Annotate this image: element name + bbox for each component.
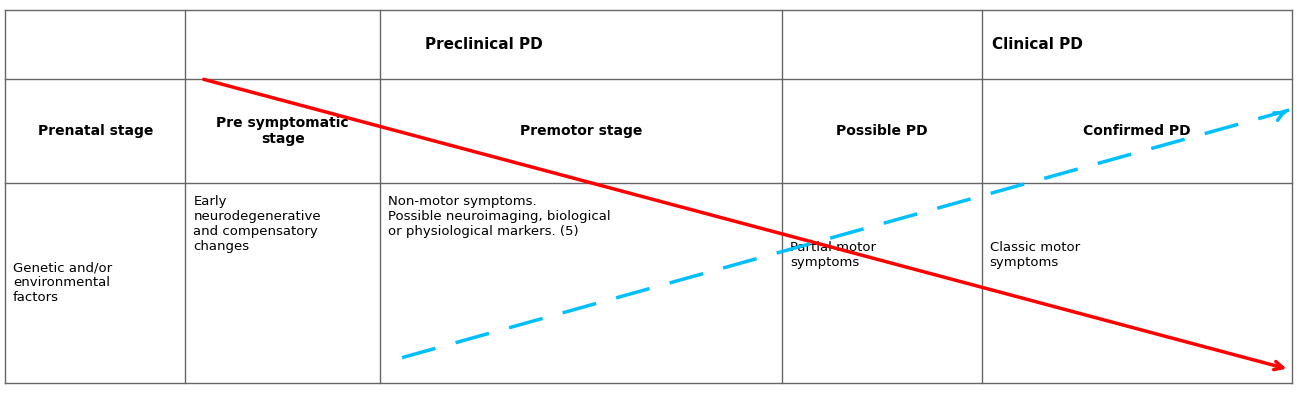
Text: Preclinical PD: Preclinical PD <box>425 37 542 52</box>
Text: Clinical PD: Clinical PD <box>991 37 1083 52</box>
Text: Confirmed PD: Confirmed PD <box>1083 124 1191 138</box>
Text: Pre symptomatic
stage: Pre symptomatic stage <box>217 116 349 146</box>
Text: Early
neurodegenerative
and compensatory
changes: Early neurodegenerative and compensatory… <box>193 195 320 253</box>
Text: Genetic and/or
environmental
factors: Genetic and/or environmental factors <box>13 261 112 305</box>
Text: Non-motor symptoms.
Possible neuroimaging, biological
or physiological markers. : Non-motor symptoms. Possible neuroimagin… <box>388 195 611 237</box>
Text: Partial motor
symptoms: Partial motor symptoms <box>790 241 875 270</box>
Text: Prenatal stage: Prenatal stage <box>38 124 153 138</box>
Text: Classic motor
symptoms: Classic motor symptoms <box>990 241 1079 270</box>
Text: Premotor stage: Premotor stage <box>520 124 642 138</box>
Text: Possible PD: Possible PD <box>837 124 927 138</box>
